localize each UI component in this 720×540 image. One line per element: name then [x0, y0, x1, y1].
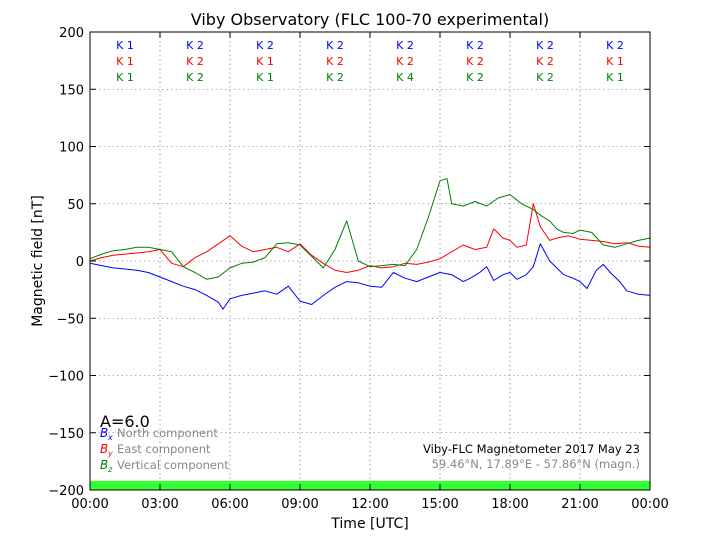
k-index-value: K 4	[396, 71, 414, 84]
x-tick-label: 18:00	[491, 497, 528, 512]
y-tick-label: −50	[57, 312, 84, 327]
x-tick-label: 00:00	[631, 497, 668, 512]
k-index-value: K 2	[396, 39, 414, 52]
x-tick-label: 09:00	[281, 497, 318, 512]
k-index-value: K 2	[536, 39, 554, 52]
k-index-value: K 2	[466, 39, 484, 52]
k-index-value: K 1	[116, 71, 134, 84]
grid-lines	[90, 32, 650, 490]
x-axis-label: Time [UTC]	[330, 516, 408, 532]
y-tick-label: 100	[59, 141, 84, 156]
series-layer	[89, 178, 651, 310]
y-tick-label: −150	[48, 427, 84, 442]
y-tick-label: −200	[48, 484, 84, 499]
k-index-value: K 2	[326, 55, 344, 68]
k-index-value: K 1	[256, 55, 274, 68]
k-index-value: K 1	[606, 55, 624, 68]
legend-symbol: B	[100, 426, 108, 440]
x-tick-label: 03:00	[141, 497, 178, 512]
chart-title: Viby Observatory (FLC 100-70 experimenta…	[191, 10, 550, 29]
legend-subscript: y	[107, 449, 113, 458]
legend-symbol: B	[100, 442, 108, 456]
series-line-east	[89, 203, 651, 273]
y-tick-label: 150	[59, 83, 84, 98]
axis-ticks	[89, 31, 651, 491]
k-index-value: K 2	[326, 39, 344, 52]
legend-symbol: B	[100, 458, 108, 472]
y-tick-label: −100	[48, 370, 84, 385]
x-tick-label: 06:00	[211, 497, 248, 512]
k-index-value: K 2	[606, 39, 624, 52]
k-index-value: K 2	[466, 55, 484, 68]
legend-subscript: x	[107, 433, 113, 442]
y-axis-label: Magnetic field [nT]	[30, 195, 46, 327]
x-tick-label: 15:00	[421, 497, 458, 512]
series-line-north	[89, 243, 651, 310]
k-index-value: K 2	[536, 71, 554, 84]
legend-subscript: z	[107, 465, 113, 474]
x-tick-label: 00:00	[71, 497, 108, 512]
k-index-value: K 1	[116, 39, 134, 52]
y-tick-label: 50	[67, 198, 84, 213]
series-line-vertical	[89, 178, 651, 280]
y-tick-label: 200	[59, 26, 84, 41]
info-line-coordinates: 59.46°N, 17.89°E - 57.86°N (magn.)	[432, 457, 640, 471]
legend-label: East component	[117, 442, 211, 456]
x-tick-label: 12:00	[351, 497, 388, 512]
k-index-value: K 2	[256, 39, 274, 52]
k-index-value: K 2	[536, 55, 554, 68]
k-index-value: K 1	[606, 71, 624, 84]
k-index-value: K 2	[396, 55, 414, 68]
y-tick-labels: 200 150 100 50 0 −50 −100 −150 −200	[48, 26, 84, 499]
k-index-value: K 2	[186, 71, 204, 84]
k-index-value: K 2	[186, 39, 204, 52]
a-index-label: A=6.0	[100, 412, 150, 431]
legend-label: North component	[117, 426, 218, 440]
k-index-value: K 2	[326, 71, 344, 84]
k-index-value: K 1	[256, 71, 274, 84]
info-line-station: Viby-FLC Magnetometer 2017 May 23	[423, 442, 640, 456]
k-index-value: K 2	[186, 55, 204, 68]
x-tick-label: 21:00	[561, 497, 598, 512]
x-tick-labels: 00:00 03:00 06:00 09:00 12:00 15:00 18:00 21:00…	[71, 497, 668, 512]
k-index-table: K 1 K 2 K 2 K 2 K 2 K 2 K 2 K 2 K 1 K 2 K 1 K 2 K 2 K…	[116, 39, 624, 84]
k-index-value: K 1	[116, 55, 134, 68]
k-index-value: K 2	[466, 71, 484, 84]
legend-label: Vertical component	[117, 458, 229, 472]
y-tick-label: 0	[76, 255, 84, 270]
